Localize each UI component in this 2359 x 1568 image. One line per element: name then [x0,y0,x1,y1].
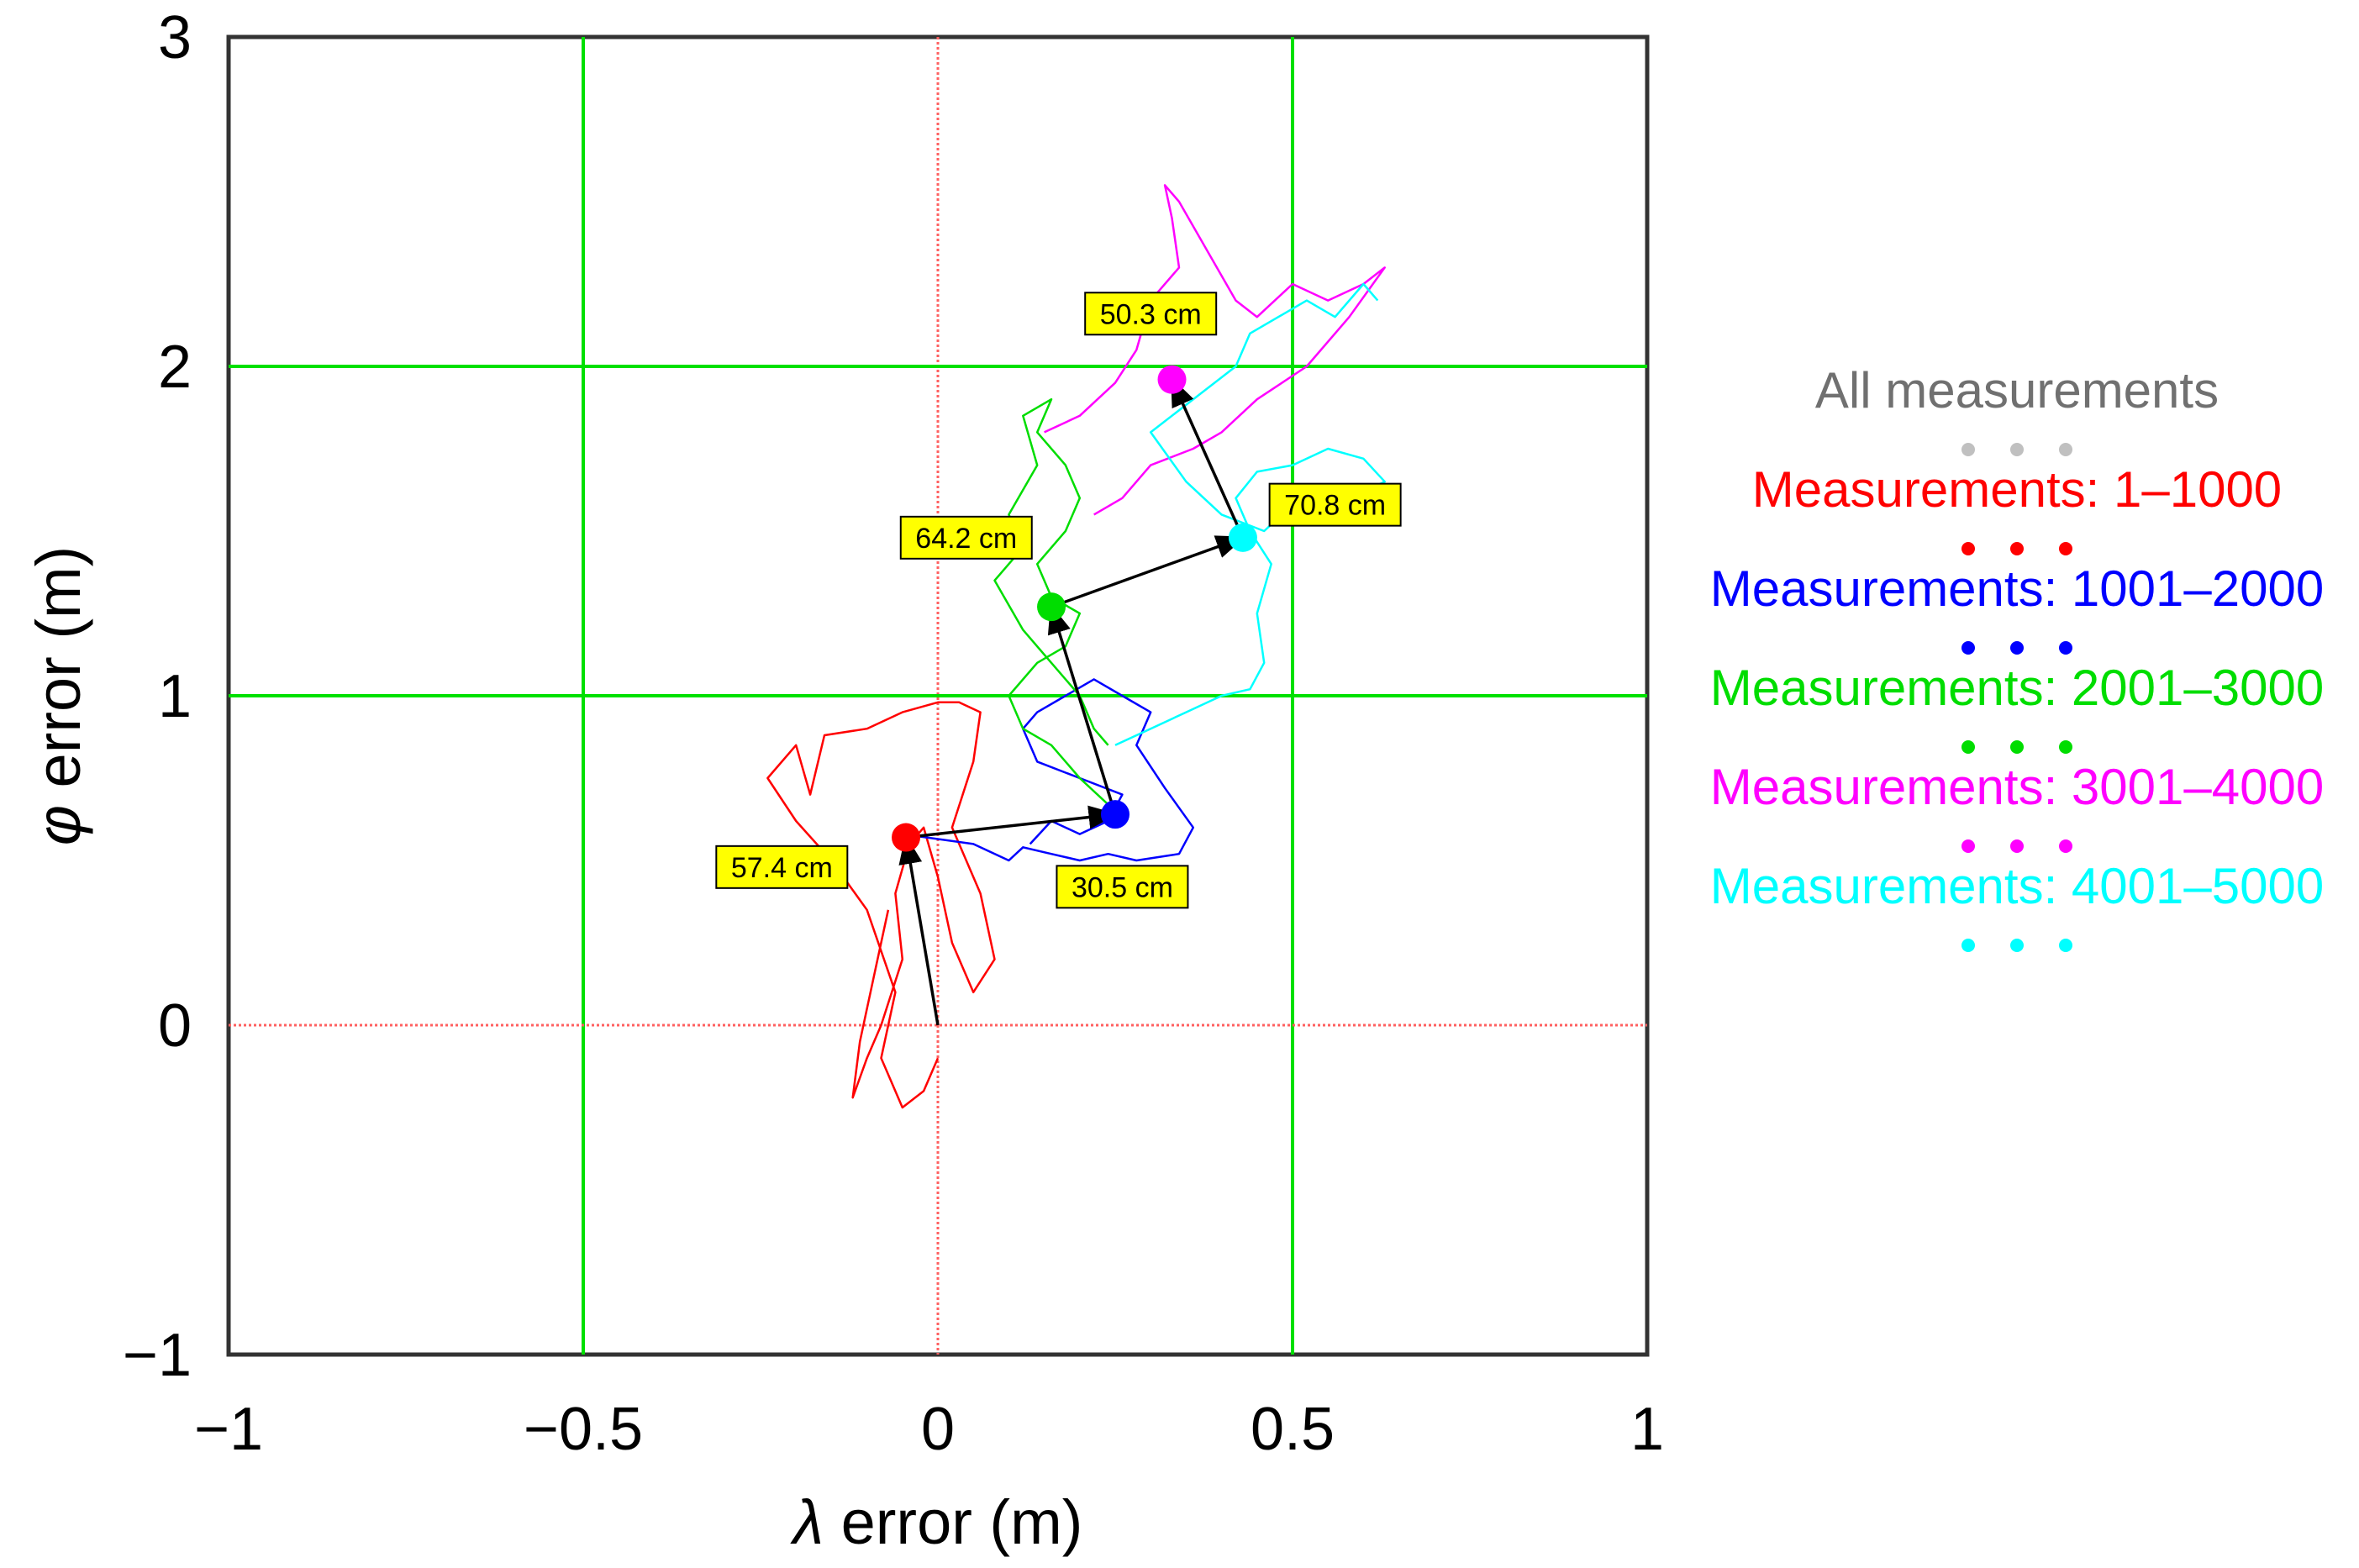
x-tick-labels: −1 −0.5 0 0.5 1 [194,1396,1664,1463]
centroid-marker [1037,592,1066,622]
distance-callout: 57.4 cm [715,845,849,889]
legend-marker [2059,641,2072,655]
legend-marker [1961,542,1975,555]
distance-callout: 64.2 cm [899,515,1033,560]
legend-marker [2010,542,2024,555]
displacement-arrow [898,834,940,1026]
callout-label: 64.2 cm [915,523,1017,555]
x-tick-label: 0.5 [1251,1396,1335,1463]
legend-marker [2010,641,2024,655]
y-tick-label: 2 [158,334,192,401]
x-tick-label: −1 [194,1396,263,1463]
legend-entry: Measurements: 1–1000 [1752,461,2282,555]
y-tick-label: 0 [158,992,192,1060]
x-tick-label: 0 [921,1396,955,1463]
x-tick-label: −0.5 [524,1396,643,1463]
callout-label: 57.4 cm [731,852,833,884]
x-axis-label-text: error (m) [824,1487,1082,1557]
y-tick-label: −1 [123,1322,192,1389]
y-axis-label-text: error (m) [24,546,93,805]
callout-box [1268,482,1402,527]
arrow-layer [898,376,1246,1026]
callout-label: 30.5 cm [1072,871,1173,903]
legend-label: Measurements: 4001–5000 [1710,858,2325,914]
callout-label: 50.3 cm [1100,298,1202,330]
legend-marker [1961,939,1975,952]
callout-layer: 57.4 cm 30.5 cm 64.2 cm 70.8 cm 50.3 cm [715,292,1402,909]
legend-marker [2059,939,2072,952]
legend-marker [1961,740,1975,754]
displacement-arrow [905,805,1119,839]
legend-label: All measurements [1815,362,2219,418]
distance-callout: 70.8 cm [1268,482,1402,527]
legend-marker [2010,443,2024,456]
x-axis-symbol: λ [790,1487,824,1557]
grid-lines [229,37,1647,1355]
centroid-marker [1157,365,1187,394]
legend-marker [2010,939,2024,952]
y-axis-label: φ error (m) [24,546,93,846]
series-trace-3 [993,397,1116,813]
distance-callout: 30.5 cm [1056,865,1189,909]
legend-label: Measurements: 2001–3000 [1710,660,2325,716]
y-tick-labels: −1 0 1 2 3 [123,4,192,1389]
y-axis-symbol: φ [24,805,93,845]
y-tick-label: 1 [158,663,192,730]
legend-label: Measurements: 3001–4000 [1710,759,2325,815]
displacement-arrow [1170,376,1245,539]
displacement-arrow [1047,603,1117,815]
legend-entry: Measurements: 2001–3000 [1710,660,2325,754]
distance-callout: 50.3 cm [1084,292,1218,336]
legend-marker [1961,443,1975,456]
legend-entry: All measurements [1815,362,2219,456]
callout-box [715,845,849,889]
legend-entry: Measurements: 3001–4000 [1710,759,2325,853]
centroid-marker [892,823,921,852]
x-axis-label: λ error (m) [790,1487,1083,1557]
x-tick-label: 1 [1630,1396,1664,1463]
legend-entry: Measurements: 1001–2000 [1710,560,2325,655]
legend-marker [2010,839,2024,853]
centroid-marker [1101,800,1129,829]
legend-marker [2059,839,2072,853]
centroid-layer [892,365,1257,852]
callout-box [1084,292,1218,336]
legend-marker [2010,740,2024,754]
legend-marker [1961,641,1975,655]
series-trace-5 [1114,282,1386,746]
legend-label: Measurements: 1001–2000 [1710,560,2325,617]
legend-entry: Measurements: 4001–5000 [1710,858,2325,952]
callout-box [899,515,1033,560]
series-trace-1 [766,701,996,1109]
plot-area: 57.4 cm 30.5 cm 64.2 cm 70.8 cm 50.3 cm [226,34,1650,1357]
legend-marker [2059,443,2072,456]
y-tick-label: 3 [158,4,192,71]
legend-marker [2059,740,2072,754]
legend-marker [1961,839,1975,853]
legend: All measurements Measurements: 1–1000 Meas… [1710,362,2325,952]
legend-label: Measurements: 1–1000 [1752,461,2282,518]
centroid-marker [1228,523,1257,552]
callout-box [1056,865,1189,909]
legend-marker [2059,542,2072,555]
callout-label: 70.8 cm [1284,490,1386,522]
series-trace-2 [902,678,1195,862]
displacement-arrow [1050,535,1246,608]
